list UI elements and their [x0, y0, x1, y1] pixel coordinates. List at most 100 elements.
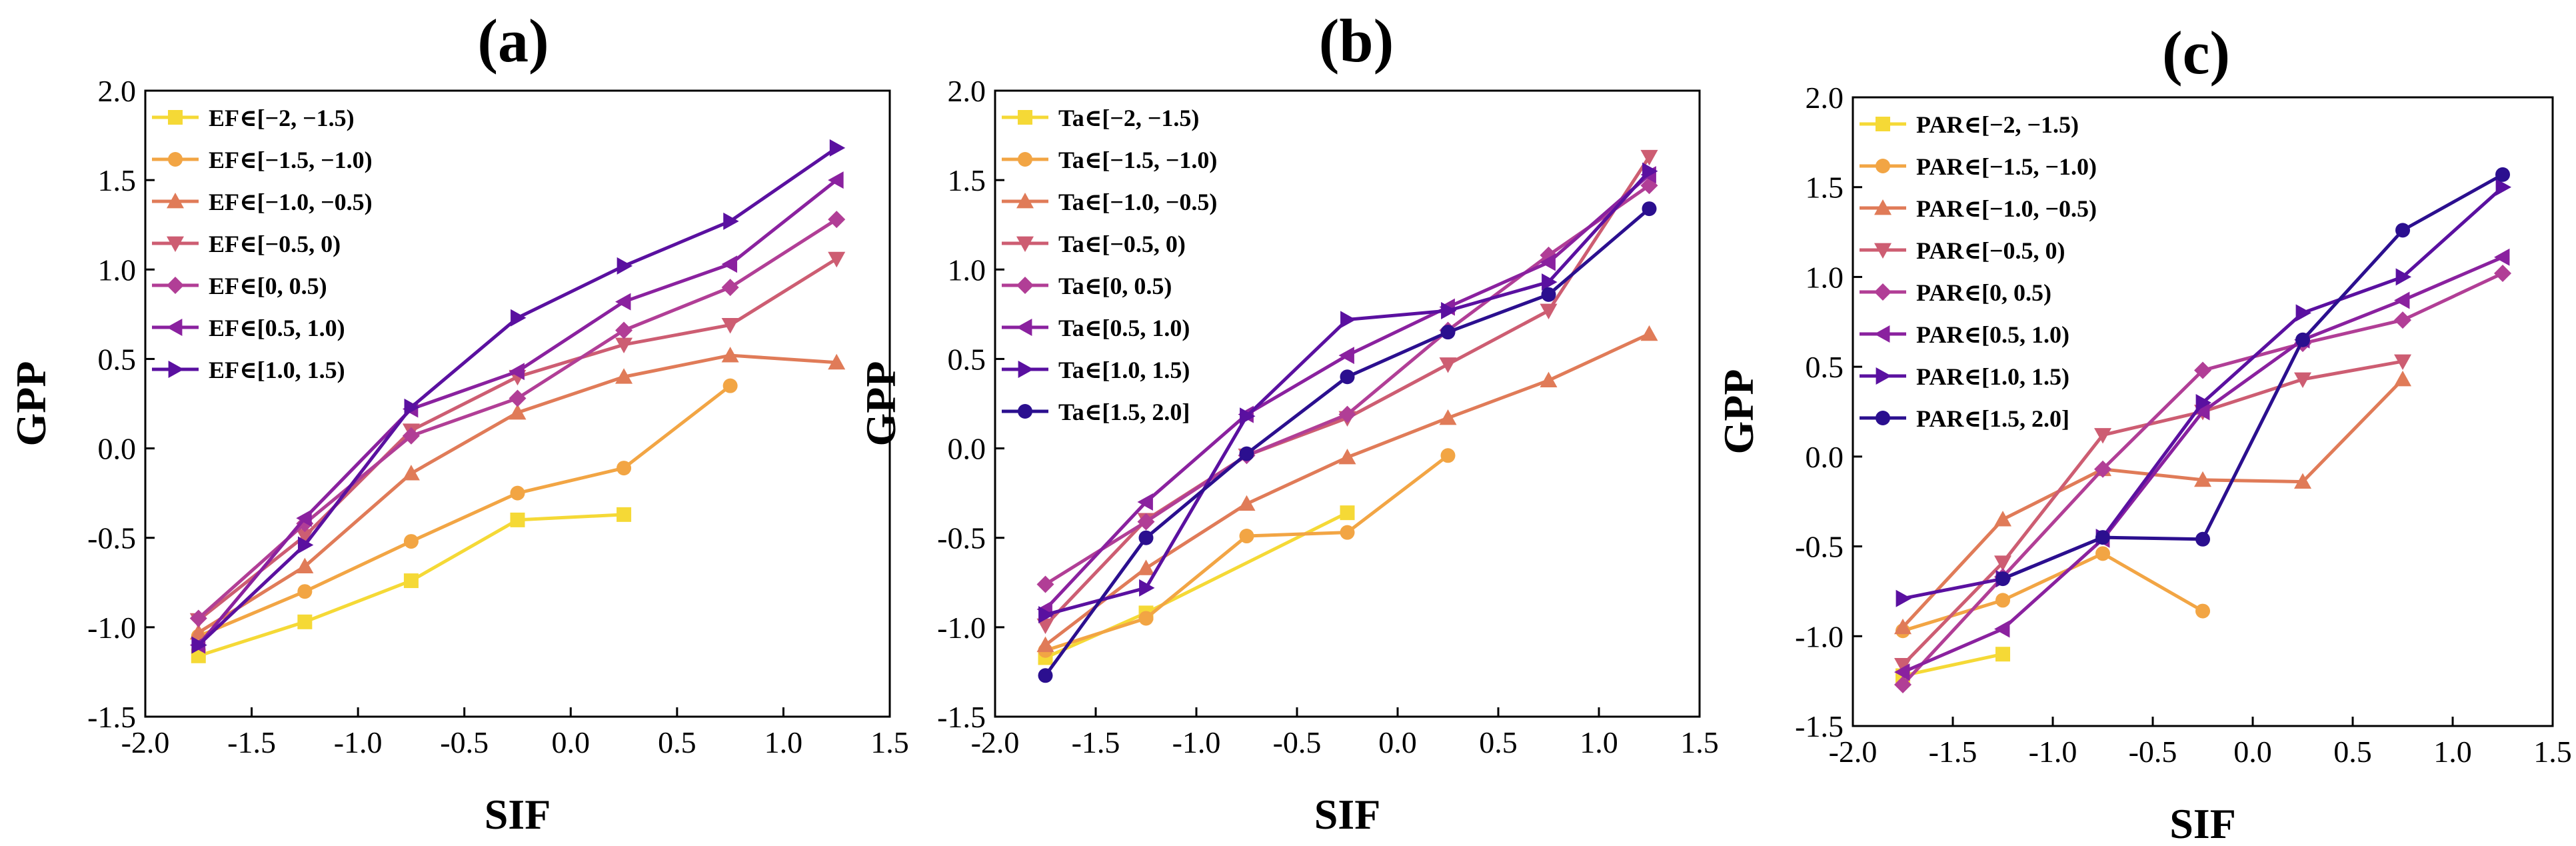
y-tick-label: 1.0: [98, 253, 137, 287]
data-point: [296, 557, 314, 574]
data-point: [721, 347, 739, 363]
data-point: [2494, 265, 2511, 283]
legend-marker: [167, 277, 184, 294]
series-line: [1044, 155, 1651, 627]
data-point: [402, 427, 420, 445]
data-point: [2395, 268, 2411, 286]
series-line: [1902, 359, 2403, 667]
x-tick-label: -2.0: [1829, 735, 1878, 769]
data-point: [1138, 530, 1154, 545]
y-tick-label: 2.0: [98, 74, 137, 108]
x-tick-label: -1.0: [2029, 735, 2077, 769]
legend-label: PAR∈[1.5, 2.0]: [1916, 405, 2069, 432]
data-point: [297, 614, 313, 629]
data-point: [1441, 301, 1457, 319]
data-point: [1439, 409, 1457, 425]
x-tick-label: 1.0: [1580, 725, 1618, 759]
data-point: [723, 212, 739, 230]
legend-label: Ta∈[0, 0.5): [1058, 273, 1172, 299]
data-point: [1440, 325, 1456, 340]
data-point: [828, 211, 846, 229]
data-point: [1139, 579, 1155, 597]
data-point: [1541, 287, 1556, 302]
data-point: [2195, 603, 2210, 619]
x-tick-label: 0.0: [1378, 725, 1417, 759]
y-tick-label: -1.5: [87, 700, 136, 734]
legend-label: PAR∈[0.5, 1.0): [1916, 321, 2069, 348]
legend-marker: [168, 361, 184, 378]
data-point: [297, 584, 313, 599]
data-point: [296, 509, 312, 527]
chart-panel-2: (b)-2.0 -1.5 -1.0 -0.5 0.0 0.5 1.0 1.5-1.5-1.0-…: [857, 7, 1719, 838]
x-tick-label: -1.0: [334, 725, 383, 759]
series-line: [197, 257, 838, 622]
data-point: [1239, 446, 1254, 461]
data-point: [721, 255, 738, 273]
panel-label: (c): [2162, 19, 2230, 87]
x-tick-label: 0.5: [658, 725, 696, 759]
data-point: [1240, 407, 1256, 425]
data-point: [2495, 167, 2510, 182]
legend-marker: [168, 152, 183, 167]
data-point: [2394, 291, 2410, 309]
data-point: [296, 529, 314, 545]
x-axis-title: SIF: [1314, 791, 1381, 838]
x-tick-label: -1.5: [1072, 725, 1120, 759]
data-point: [2194, 471, 2211, 487]
data-point: [2394, 371, 2411, 387]
legend-entry: Ta∈[0.5, 1.0): [1002, 315, 1190, 341]
data-point: [1038, 668, 1053, 683]
legend-label: EF∈[−0.5, 0): [209, 231, 341, 257]
plot-frame: [994, 89, 1701, 718]
series-line: [2002, 173, 2504, 581]
data-point: [1640, 325, 1658, 341]
plot-frame: [144, 89, 891, 718]
legend-label: EF∈[0.5, 1.0): [209, 315, 345, 341]
data-point: [1340, 311, 1356, 329]
data-point: [1896, 589, 1912, 607]
y-tick-label: 1.0: [1806, 260, 1844, 294]
legend-entry: Ta∈[1.5, 2.0]: [1002, 399, 1190, 425]
data-point: [191, 636, 207, 654]
data-point: [2194, 361, 2211, 379]
x-tick-label: 0.5: [2333, 735, 2372, 769]
data-point: [1137, 513, 1155, 531]
legend-entry: PAR∈[−1.5, −1.0): [1860, 153, 2097, 180]
data-point: [1138, 611, 1154, 626]
x-tick-label: -1.0: [1172, 725, 1221, 759]
data-point: [1995, 647, 2010, 662]
data-point: [1036, 618, 1054, 635]
data-point: [1994, 555, 2011, 571]
data-point: [511, 309, 527, 327]
legend-entry: EF∈[−1.0, −0.5): [152, 189, 373, 215]
legend-label: EF∈[−1.5, −1.0): [209, 147, 373, 173]
data-point: [1994, 511, 2011, 527]
legend-label: PAR∈[1.0, 1.5): [1916, 363, 2069, 390]
data-point: [191, 648, 206, 663]
data-point: [828, 251, 846, 268]
series-3: [1036, 325, 1658, 653]
legend-label: Ta∈[0.5, 1.0): [1058, 315, 1190, 341]
legend-marker: [1876, 159, 1890, 173]
legend-marker: [167, 236, 184, 252]
data-point: [2494, 248, 2510, 266]
y-tick-label: 0.0: [1806, 440, 1844, 474]
data-point: [404, 398, 420, 416]
x-tick-label: 1.0: [764, 725, 803, 759]
legend-marker: [1874, 243, 1892, 259]
series-4: [1894, 354, 2411, 674]
legend-label: EF∈[−1.0, −0.5): [209, 189, 373, 215]
data-point: [1137, 559, 1155, 575]
legend-label: Ta∈[−0.5, 0): [1058, 231, 1186, 257]
x-tick-label: -2.0: [121, 725, 170, 759]
data-point: [617, 507, 632, 522]
legend-marker: [1016, 236, 1034, 252]
legend-label: PAR∈[−1.0, −0.5): [1916, 195, 2097, 222]
legend-entry: Ta∈[−2, −1.5): [1002, 105, 1199, 131]
legend-marker: [1874, 283, 1892, 301]
data-point: [2294, 372, 2311, 389]
data-point: [615, 293, 631, 311]
data-point: [721, 279, 739, 297]
y-tick-label: -1.0: [87, 611, 136, 645]
data-point: [722, 378, 738, 393]
